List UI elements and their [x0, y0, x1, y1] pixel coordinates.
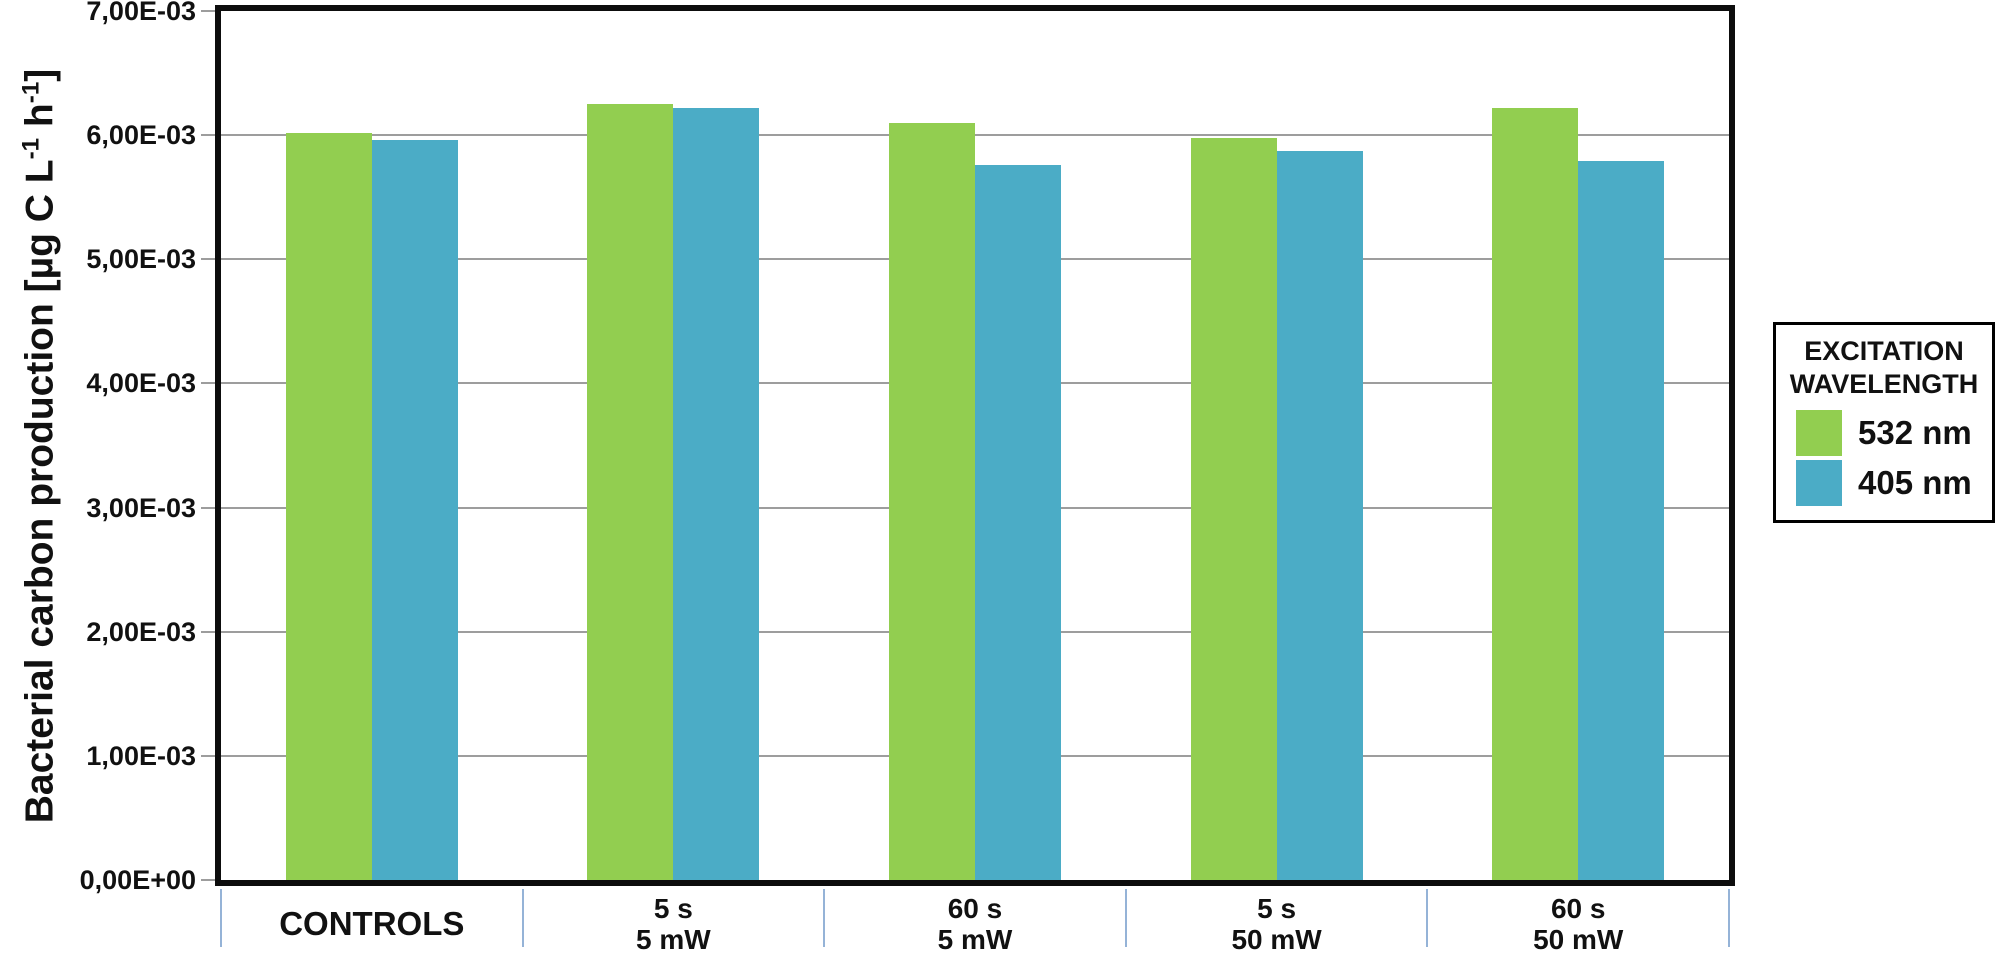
bar-532-nm-cat3: [1190, 137, 1277, 880]
x-axis-separator: [1728, 889, 1730, 947]
y-axis-tick-label: 1,00E-03: [86, 740, 196, 771]
x-axis-separator: [220, 889, 222, 947]
y-axis-tick-label: 0,00E+00: [79, 865, 196, 895]
x-category-line1: 60 s: [947, 893, 1003, 924]
bar-532-nm-cat1: [587, 104, 674, 880]
y-axis-tick-label: 2,00E-03: [86, 616, 196, 647]
x-axis-separator: [521, 889, 524, 947]
bar-532-nm-cat4: [1492, 107, 1579, 880]
bar-405-nm-cat3: [1276, 151, 1363, 880]
y-axis-tick: [201, 630, 215, 633]
bar-532-nm-cat0: [285, 132, 372, 880]
y-axis-tick: [201, 382, 215, 385]
y-axis-tick: [201, 754, 215, 757]
bar-405-nm-cat2: [975, 164, 1061, 880]
legend-item-405-nm: 405 nm: [1796, 460, 1986, 506]
y-gridline: [221, 134, 1729, 137]
x-category-line2: 5 mW: [636, 924, 711, 955]
y-axis-tick-label: 7,00E-03: [86, 0, 196, 26]
bar-405-nm-cat1: [673, 107, 760, 880]
y-axis-tick-label: 5,00E-03: [86, 244, 196, 275]
x-axis-separator: [1124, 889, 1127, 947]
x-category-line2: 50 mW: [1231, 924, 1322, 955]
x-category-line2: 5 mW: [937, 924, 1013, 955]
x-category-label: 5 s 50 mW: [1126, 893, 1428, 955]
y-axis-tick: [201, 879, 215, 881]
legend-item-532-nm: 532 nm: [1796, 410, 1986, 456]
x-category-line1: 5 s: [653, 893, 693, 924]
legend-swatch-icon: [1796, 410, 1842, 456]
x-category-line1: 60 s: [1550, 893, 1606, 924]
legend-items: 532 nm 405 nm: [1782, 410, 1986, 506]
y-axis-tick: [201, 10, 215, 12]
plot-area: [215, 5, 1735, 886]
x-axis-separator: [1426, 889, 1429, 947]
y-axis-title-post: ]: [18, 68, 62, 82]
legend: EXCITATION WAVELENGTH 532 nm 405 nm: [1773, 322, 1995, 523]
x-category-line2: 50 mW: [1533, 924, 1624, 955]
x-category-label: 60 s 50 mW: [1427, 893, 1729, 955]
x-category-label: CONTROLS: [279, 905, 465, 942]
legend-item-label: 532 nm: [1858, 414, 1972, 451]
bar-532-nm-cat2: [889, 122, 975, 880]
y-axis-tick: [201, 258, 215, 261]
legend-item-label: 405 nm: [1858, 464, 1972, 501]
y-axis-title: Bacterial carbon production [µg C L-1 h-…: [18, 69, 63, 824]
y-axis-tick: [201, 134, 215, 137]
y-axis-tick: [201, 506, 215, 509]
y-axis-tick-label: 3,00E-03: [86, 492, 196, 523]
legend-title-line1: EXCITATION: [1804, 336, 1964, 366]
legend-title: EXCITATION WAVELENGTH: [1782, 335, 1986, 401]
legend-swatch-icon: [1796, 460, 1842, 506]
x-axis-separator: [823, 889, 826, 947]
y-axis-tick-label: 6,00E-03: [86, 120, 196, 151]
x-category-line1: 5 s: [1257, 893, 1297, 924]
legend-title-line2: WAVELENGTH: [1789, 369, 1979, 399]
bar-405-nm-cat0: [371, 140, 458, 880]
y-axis-tick-label: 4,00E-03: [86, 368, 196, 399]
y-axis-title-sup2: -1: [17, 81, 45, 104]
bar-405-nm-cat4: [1578, 161, 1665, 880]
